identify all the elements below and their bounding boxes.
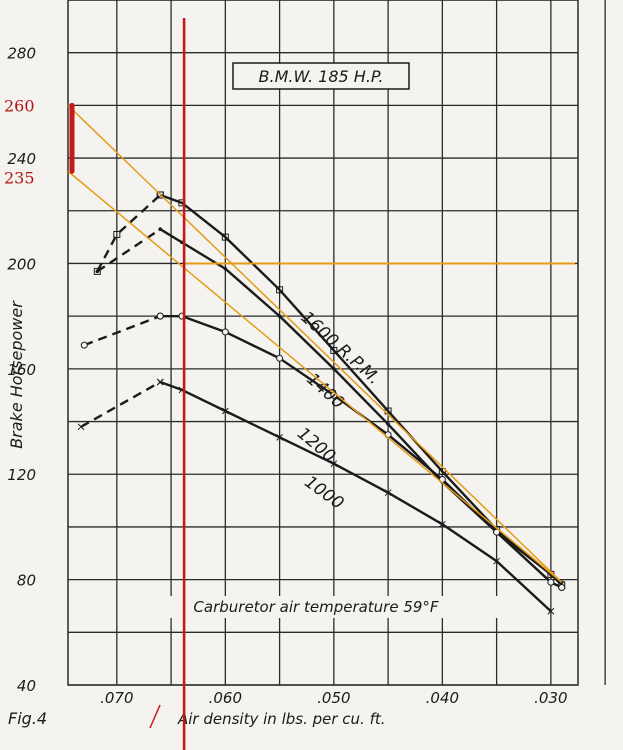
data-point [80, 341, 88, 349]
x-tick-label: .060 [209, 689, 242, 707]
data-point [221, 233, 229, 241]
data-point [277, 314, 282, 318]
annotation-background [132, 596, 502, 618]
series-dashed-line [80, 380, 161, 428]
data-point [547, 578, 555, 586]
series-dashed-line [83, 315, 161, 347]
y-tick-label: 40 [17, 677, 36, 695]
series-line [159, 228, 563, 584]
data-point [384, 489, 392, 497]
y-tick-label: 160 [7, 361, 36, 379]
data-point [493, 557, 500, 565]
data-point [77, 423, 85, 431]
data-point [330, 346, 338, 354]
series-label: 1200 [293, 424, 339, 467]
data-point [332, 367, 336, 371]
data-point [223, 266, 228, 271]
x-tick-label: .070 [100, 689, 133, 707]
data-point [221, 407, 229, 415]
data-point [113, 230, 121, 238]
chart-title: B.M.W. 185 H.P. [259, 67, 384, 86]
figure-label: Fig.4 [8, 709, 47, 728]
data-point [156, 312, 164, 320]
x-axis-label: Air density in lbs. per cu. ft. [177, 710, 386, 728]
x-tick-label: .030 [534, 689, 567, 707]
data-point [547, 607, 555, 615]
data-point [276, 433, 283, 441]
data-point [276, 286, 284, 294]
orange-trend-line [67, 170, 563, 583]
orange-trend-line [67, 104, 563, 583]
data-point [330, 460, 338, 468]
data-point [439, 520, 446, 528]
data-point [156, 378, 164, 386]
y-tick-label: 80 [17, 572, 36, 590]
data-point [221, 328, 229, 336]
overlay: 260 235 [4, 18, 575, 750]
data-point [95, 269, 100, 274]
y-tick-label: 120 [7, 466, 36, 484]
grid [68, 0, 606, 686]
series-dashed-line [96, 228, 161, 273]
series-line [159, 380, 552, 613]
data-point [276, 354, 284, 362]
tick-labels: .070 .060 .050 .040 .030 40 80 120 160 200 240 280 [7, 45, 567, 707]
y-tick-label: 200 [7, 255, 36, 273]
y-axis-label: Brake Horsepower [7, 300, 26, 449]
data-point [156, 191, 164, 199]
data-point [386, 422, 390, 426]
curves [77, 191, 566, 615]
data-point [93, 267, 101, 275]
data-point [493, 528, 501, 536]
x-tick-label: .040 [426, 689, 459, 707]
series-dashed-line [96, 194, 162, 272]
data-point [438, 468, 446, 476]
data-point [558, 584, 566, 592]
data-point [158, 227, 163, 232]
annotation: Carburetor air temperature 59°F [193, 598, 439, 616]
title-box [232, 62, 410, 90]
y-tick-label: 240 [7, 150, 36, 168]
bracket-label-top: 260 [4, 96, 35, 115]
x-tick-label: .050 [317, 689, 350, 707]
red-tick-mark [149, 704, 161, 729]
bracket-label-bottom: 235 [4, 168, 35, 187]
series-label: 1000 [301, 472, 348, 514]
y-tick-label: 280 [7, 45, 36, 63]
